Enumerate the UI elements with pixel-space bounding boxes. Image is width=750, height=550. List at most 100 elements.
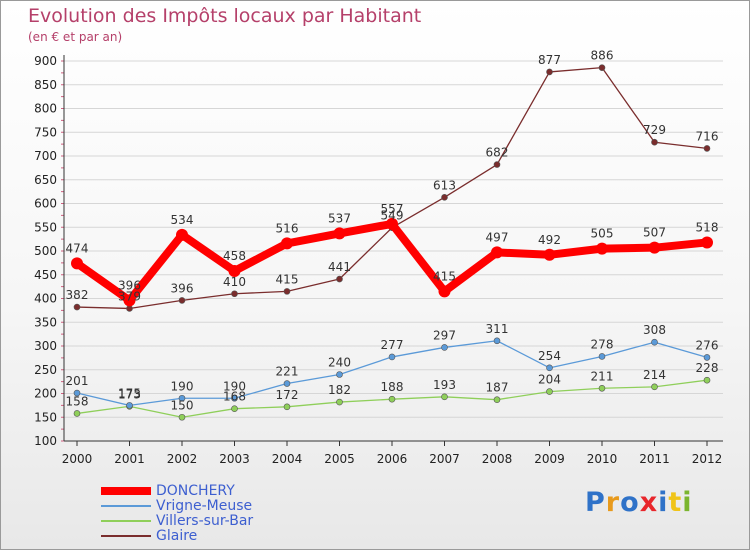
- point-villers-sur-bar: [73, 410, 81, 417]
- point-donchery: [71, 257, 83, 270]
- point-glaire: [651, 138, 658, 146]
- data-label-donchery: 518: [696, 220, 719, 234]
- data-label-glaire: 886: [591, 49, 614, 63]
- point-donchery: [701, 236, 713, 249]
- x-tick-label: 2011: [639, 452, 670, 466]
- point-vrigne-meuse: [283, 380, 291, 387]
- point-donchery: [281, 237, 293, 250]
- data-label-donchery: 507: [643, 226, 666, 240]
- point-vrigne-meuse: [598, 353, 606, 360]
- data-label-donchery: 474: [66, 241, 89, 255]
- data-label-donchery: 505: [591, 227, 614, 241]
- x-tick-label: 2008: [482, 452, 513, 466]
- point-donchery: [333, 227, 346, 240]
- point-vrigne-meuse: [546, 364, 553, 372]
- data-label-vrigne-meuse: 311: [486, 322, 509, 336]
- legend-item-vrigne-meuse: Vrigne-Meuse: [101, 498, 361, 514]
- point-donchery: [438, 285, 451, 298]
- logo-letter: x: [639, 487, 659, 518]
- data-label-glaire: 613: [433, 178, 456, 192]
- data-label-glaire: 382: [66, 288, 89, 302]
- data-label-donchery: 516: [276, 221, 299, 235]
- data-label-villers-sur-bar: 193: [433, 378, 456, 392]
- y-tick-label: 200: [34, 387, 57, 401]
- y-tick-label: 650: [34, 173, 57, 187]
- point-glaire: [231, 290, 238, 298]
- data-label-donchery: 537: [328, 211, 351, 225]
- line-chart: 100 150 200 250 300 350 400 450 500 550 600 650 700 7…: [34, 49, 723, 466]
- data-label-villers-sur-bar: 172: [276, 388, 299, 402]
- data-label-villers-sur-bar: 182: [328, 383, 351, 397]
- chart-title: Evolution des Impôts locaux par Habitant: [28, 5, 422, 27]
- data-label-vrigne-meuse: 297: [433, 328, 456, 342]
- data-label-villers-sur-bar: 173: [118, 387, 141, 401]
- data-label-glaire: 396: [171, 281, 194, 295]
- data-label-donchery: 557: [381, 202, 404, 216]
- legend-swatch: [101, 505, 151, 507]
- x-tick-label: 2005: [324, 452, 355, 466]
- data-label-vrigne-meuse: 254: [538, 349, 561, 363]
- point-donchery: [543, 248, 556, 261]
- data-label-donchery: 415: [433, 269, 456, 283]
- data-label-vrigne-meuse: 276: [696, 338, 719, 352]
- data-label-glaire: 682: [486, 146, 509, 160]
- x-tick-label: 2002: [167, 452, 198, 466]
- legend-swatch: [101, 535, 151, 537]
- data-label-villers-sur-bar: 214: [643, 368, 666, 382]
- point-villers-sur-bar: [336, 398, 343, 406]
- point-vrigne-meuse: [73, 389, 81, 397]
- point-villers-sur-bar: [493, 396, 501, 403]
- y-tick-label: 800: [34, 102, 57, 116]
- point-vrigne-meuse: [651, 338, 658, 346]
- y-tick-label: 100: [34, 434, 57, 448]
- x-tick-label: 2010: [587, 452, 618, 466]
- point-villers-sur-bar: [231, 405, 238, 413]
- data-label-glaire: 549: [381, 209, 404, 223]
- point-villers-sur-bar: [703, 376, 711, 384]
- point-glaire: [178, 297, 186, 304]
- point-donchery: [491, 246, 503, 259]
- point-donchery: [596, 242, 608, 255]
- chart-subtitle: (en € et par an): [28, 30, 123, 44]
- logo-letter: P: [585, 487, 606, 518]
- legend-item-donchery: DONCHERY: [101, 483, 361, 499]
- data-label-donchery: 534: [171, 213, 194, 227]
- point-villers-sur-bar: [178, 413, 186, 421]
- data-label-villers-sur-bar: 204: [538, 373, 561, 387]
- data-label-villers-sur-bar: 150: [171, 398, 194, 412]
- data-label-glaire: 441: [328, 260, 351, 274]
- data-label-glaire: 877: [538, 53, 561, 67]
- point-villers-sur-bar: [441, 393, 448, 401]
- y-tick-label: 850: [34, 78, 57, 92]
- data-label-vrigne-meuse: 277: [381, 338, 404, 352]
- point-donchery: [176, 228, 188, 241]
- logo-letter: o: [620, 487, 640, 518]
- point-donchery: [386, 217, 398, 230]
- data-label-villers-sur-bar: 228: [696, 361, 719, 375]
- point-glaire: [493, 161, 501, 168]
- y-tick-label: 500: [34, 244, 57, 258]
- data-label-glaire: 415: [276, 272, 299, 286]
- y-tick-label: 900: [34, 54, 57, 68]
- point-vrigne-meuse: [178, 394, 186, 402]
- point-vrigne-meuse: [231, 394, 238, 402]
- legend-label: Vrigne-Meuse: [156, 498, 253, 514]
- logo-letter: r: [605, 487, 621, 518]
- point-vrigne-meuse: [493, 337, 501, 345]
- point-villers-sur-bar: [546, 388, 553, 395]
- legend-item-villers-sur-bar: Villers-sur-Bar: [101, 513, 361, 529]
- legend-label: Glaire: [156, 528, 198, 544]
- point-villers-sur-bar: [651, 383, 658, 391]
- legend: DONCHERY Vrigne-Meuse Villers-sur-Bar Glair…: [101, 483, 361, 544]
- point-vrigne-meuse: [441, 344, 448, 351]
- logo-letter: i: [658, 487, 669, 518]
- data-label-vrigne-meuse: 175: [118, 386, 141, 400]
- data-label-glaire: 729: [643, 123, 666, 137]
- data-label-vrigne-meuse: 278: [591, 337, 614, 351]
- point-glaire: [283, 288, 291, 295]
- point-glaire: [441, 194, 448, 201]
- point-donchery: [123, 294, 136, 307]
- point-villers-sur-bar: [283, 403, 291, 411]
